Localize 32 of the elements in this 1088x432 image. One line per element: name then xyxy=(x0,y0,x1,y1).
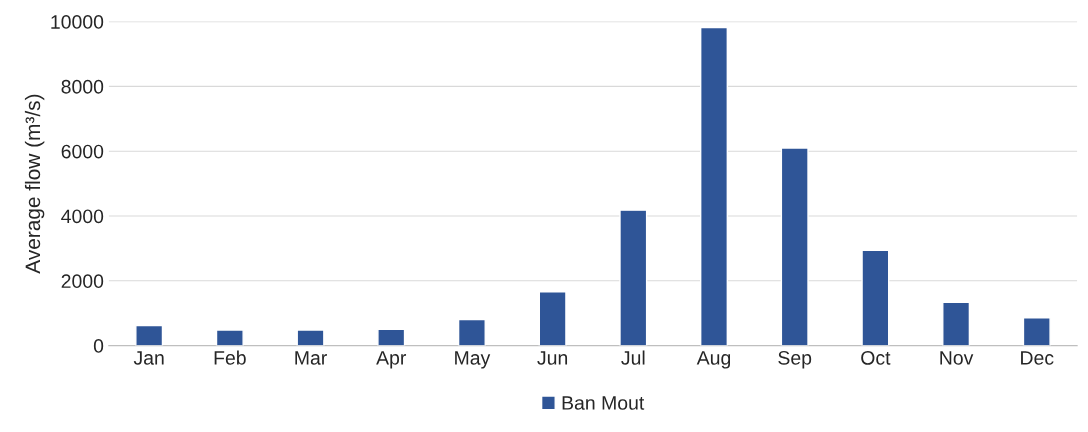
y-tick-label: 2000 xyxy=(61,274,104,289)
x-tick-label: Sep xyxy=(778,350,812,369)
y-axis-title: Average flow (m³/s) xyxy=(24,94,45,274)
y-tick-label: 8000 xyxy=(61,79,104,94)
x-tick-label: Feb xyxy=(214,350,246,365)
bar xyxy=(942,301,971,346)
bar xyxy=(538,291,567,346)
bar xyxy=(457,318,486,346)
y-tick-label: 0 xyxy=(93,339,104,353)
bar xyxy=(619,209,648,346)
x-tick-label: Jan xyxy=(133,351,164,365)
bar xyxy=(780,147,809,346)
y-tick-label: 6000 xyxy=(61,144,104,159)
x-tick-label: Aug xyxy=(696,351,731,369)
bar xyxy=(215,329,244,346)
bar xyxy=(861,249,890,346)
y-tick-label: 4000 xyxy=(61,209,104,224)
x-tick-label: Oct xyxy=(861,350,891,365)
bar xyxy=(135,324,164,346)
x-tick-label: Apr xyxy=(376,351,407,369)
x-tick-label: Jul xyxy=(621,350,645,365)
x-tick-label: Mar xyxy=(295,351,327,365)
x-tick-label: Dec xyxy=(1021,351,1054,365)
y-tick-label: 10000 xyxy=(51,15,104,29)
x-tick-label: Nov xyxy=(940,351,974,365)
bar xyxy=(296,329,325,346)
bar xyxy=(699,26,729,346)
x-tick-label: May xyxy=(455,351,491,369)
x-tick-label: Jun xyxy=(537,351,568,365)
legend-label: Ban Mout xyxy=(562,396,645,410)
bar xyxy=(1022,317,1051,346)
bar xyxy=(377,328,406,346)
